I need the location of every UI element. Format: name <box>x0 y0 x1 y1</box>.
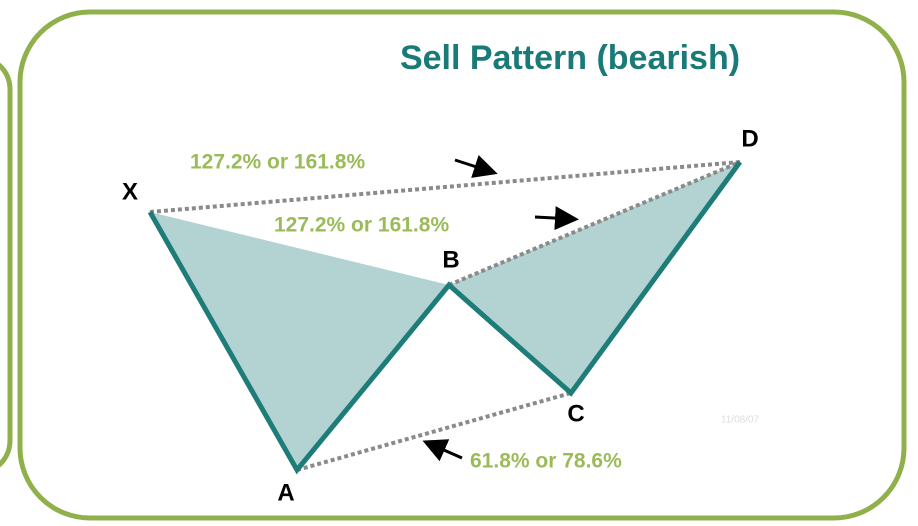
point-label: A <box>277 479 294 506</box>
title: Sell Pattern (bearish) <box>400 39 740 77</box>
arrow <box>454 155 498 178</box>
point-label: C <box>567 400 584 427</box>
bcd-area <box>449 162 740 393</box>
point-label: B <box>442 246 459 273</box>
xab-area <box>150 212 449 470</box>
arrow <box>534 206 579 231</box>
xd-line <box>149 160 741 214</box>
side-panel-edge <box>0 62 13 468</box>
bd-line <box>448 160 741 287</box>
ratio-label: 127.2% or 161.8% <box>190 151 365 174</box>
point-label: X <box>122 178 138 205</box>
panel <box>17 9 907 521</box>
ac-line <box>296 391 572 472</box>
ratio-label: 61.8% or 78.6% <box>470 450 622 473</box>
pattern-line <box>147 160 743 475</box>
arrow <box>422 439 463 462</box>
ratio-label: 127.2% or 161.8% <box>274 214 449 237</box>
date-stamp: 11/08/07 <box>721 415 760 426</box>
point-label: D <box>741 125 758 152</box>
